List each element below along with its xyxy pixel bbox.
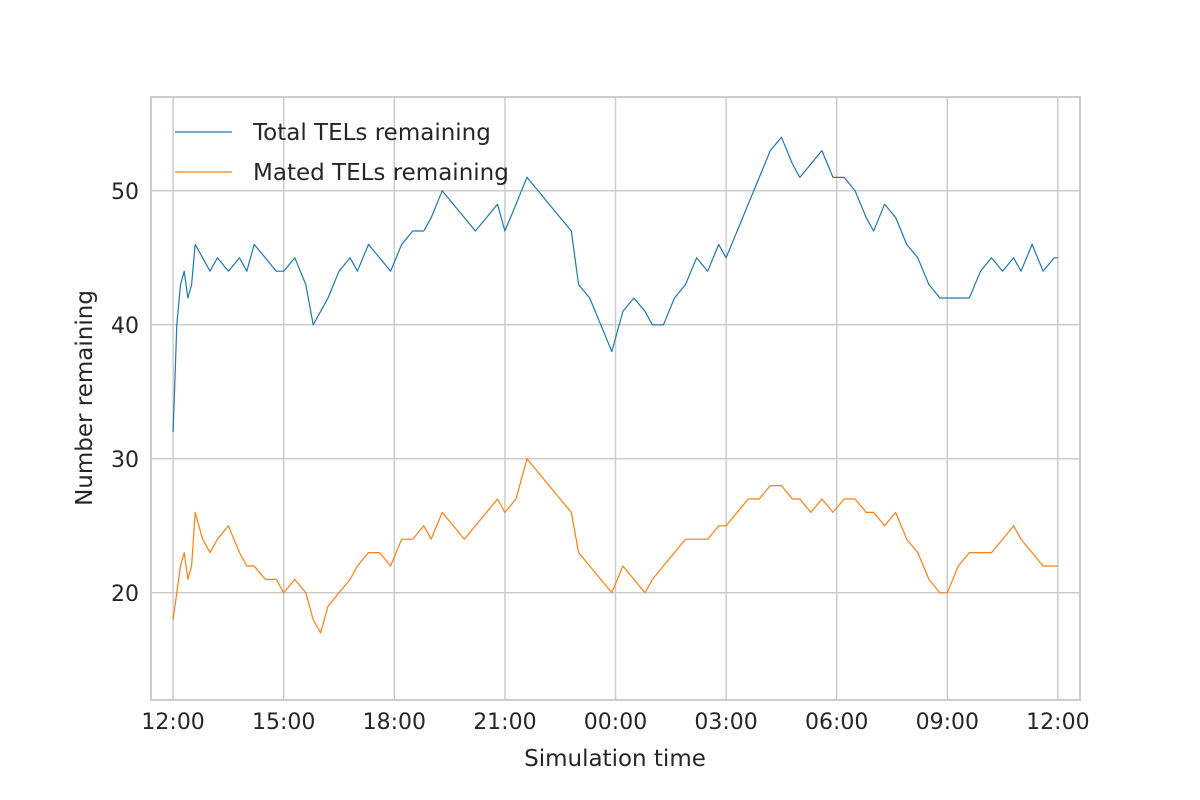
x-tick-label: 12:00 [1026, 710, 1089, 735]
legend-label-mated: Mated TELs remaining [253, 160, 509, 186]
y-tick-label: 20 [111, 582, 139, 607]
x-axis-label: Simulation time [524, 746, 706, 772]
y-tick-label: 30 [111, 448, 139, 473]
x-tick-label: 18:00 [363, 710, 426, 735]
x-tick-label: 00:00 [584, 710, 647, 735]
y-tick-labels: 20 30 40 50 [111, 180, 139, 607]
plot-frame [150, 96, 1081, 701]
legend: Total TELs remaining Mated TELs remainin… [175, 120, 509, 186]
x-tick-label: 09:00 [916, 710, 979, 735]
x-tick-labels: 12:00 15:00 18:00 21:00 00:00 03:00 06:00 09:00… [141, 710, 1089, 735]
y-axis-label: Number remaining [72, 290, 98, 506]
total-tels-line [172, 136, 1058, 433]
mated-tels-line [172, 458, 1058, 634]
x-tick-label: 15:00 [252, 710, 315, 735]
series-lines [172, 136, 1058, 634]
y-tick-label: 40 [111, 314, 139, 339]
y-tick-label: 50 [111, 180, 139, 205]
x-tick-label: 21:00 [473, 710, 536, 735]
x-tick-label: 06:00 [805, 710, 868, 735]
grid [151, 97, 1080, 700]
x-tick-label: 03:00 [694, 710, 757, 735]
x-tick-label: 12:00 [141, 710, 204, 735]
legend-label-total: Total TELs remaining [252, 120, 491, 146]
